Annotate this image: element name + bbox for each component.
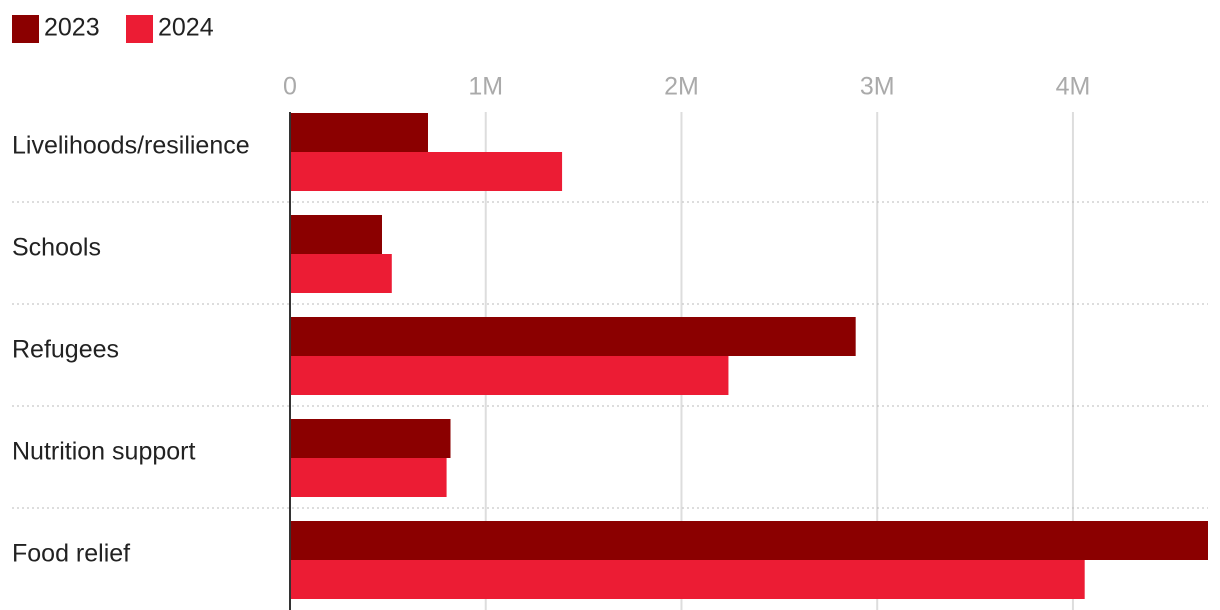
x-tick-label: 4M (1056, 73, 1091, 101)
bar (290, 560, 1085, 599)
y-tick-label: Livelihoods/resilience (12, 132, 250, 160)
bar (290, 215, 382, 254)
bar (290, 254, 392, 293)
bar (290, 356, 729, 395)
x-tick-label: 3M (860, 73, 895, 101)
bar (290, 419, 451, 458)
y-tick-label: Refugees (12, 336, 119, 364)
legend-swatch (126, 15, 153, 43)
legend-label: 2023 (44, 14, 100, 42)
legend-swatch (12, 15, 39, 43)
legend-label: 2024 (158, 14, 214, 42)
y-tick-label: Schools (12, 234, 101, 262)
bar (290, 458, 447, 497)
bar (290, 521, 1208, 560)
bar (290, 113, 428, 152)
x-tick-label: 2M (664, 73, 699, 101)
x-tick-label: 1M (468, 73, 503, 101)
bar (290, 317, 856, 356)
y-tick-label: Nutrition support (12, 438, 195, 466)
y-tick-label: Food relief (12, 540, 130, 568)
x-tick-label: 0 (283, 73, 297, 101)
bar (290, 152, 563, 191)
